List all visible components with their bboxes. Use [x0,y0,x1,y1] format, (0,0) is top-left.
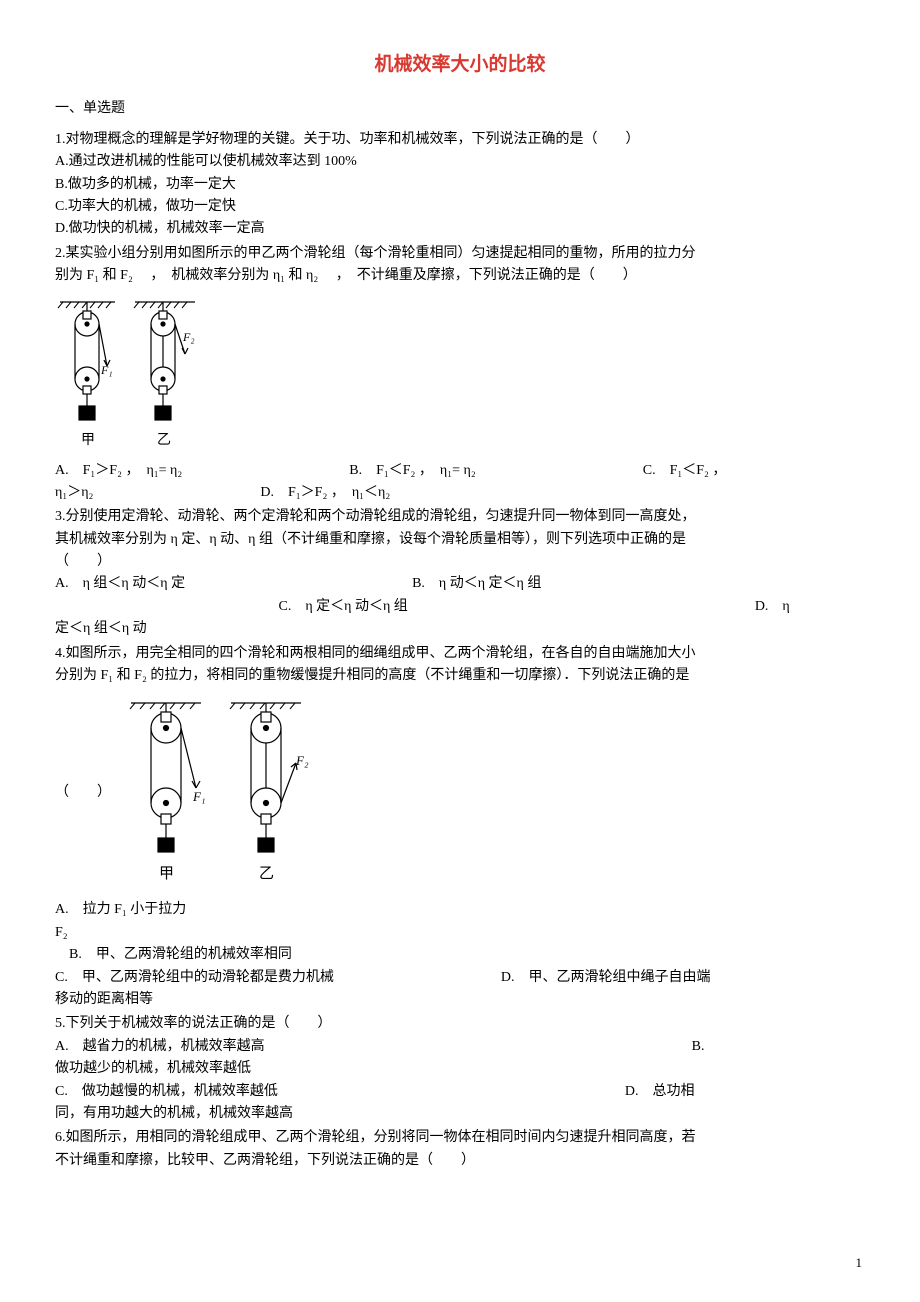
q2-opt-b: B. F₁＜F₂ ， η₁= η₂ [349,463,475,478]
q3-opt-d2: 定＜η 组＜η 动 [55,618,865,640]
q4-opt-b: B. 甲、乙两滑轮组的机械效率相同 [69,947,292,962]
page-number: 1 [856,1253,863,1274]
question-1: 1.对物理概念的理解是学好物理的关键。关于功、功率和机械效率，下列说法正确的是（… [55,129,865,241]
q5-opt-d2: 同，有用功越大的机械，机械效率越高 [55,1103,865,1125]
q4-figure: F₁ F₂ 甲 乙 [121,693,321,893]
q3-opt-b: B. η 动＜η 定＜η 组 [412,576,541,591]
q3-opt-d1: D. η [755,599,790,614]
page-title: 机械效率大小的比较 [55,50,865,80]
q5-stem: 5.下列关于机械效率的说法正确的是（ ） [55,1013,865,1035]
q4-right-label: 乙 [259,866,274,882]
q5-opt-a: A. 越省力的机械，机械效率越高 [55,1039,265,1054]
q2-figure: F₁ F₂ 甲 乙 [55,294,205,454]
q2-f2-label: F₂ [182,330,195,344]
q1-opt-d: D.做功快的机械，机械效率一定高 [55,218,865,240]
q3-opt-a: A. η 组＜η 动＜η 定 [55,576,185,591]
q1-stem: 1.对物理概念的理解是学好物理的关键。关于功、功率和机械效率，下列说法正确的是（… [55,129,865,151]
q4-stem-l3: （ ） [55,782,111,804]
q4-opt-a-l2: F₂ [55,922,865,944]
q4-stem-l2: 分别为 F₁ 和 F₂ 的拉力，将相同的重物缓慢提升相同的高度（不计绳重和一切摩… [55,665,865,687]
q2-f1-label: F₁ [100,363,113,377]
q2-left-label: 甲 [81,433,95,448]
q4-opt-d2: 移动的距离相等 [55,989,865,1011]
q5-opt-c: C. 做功越慢的机械，机械效率越低 [55,1084,278,1099]
q6-stem-l1: 6.如图所示，用相同的滑轮组成甲、乙两个滑轮组，分别将同一物体在相同时间内匀速提… [55,1127,865,1149]
q2-stem-l1: 2.某实验小组分别用如图所示的甲乙两个滑轮组（每个滑轮重相同）匀速提起相同的重物… [55,243,865,265]
q4-opt-d1: D. 甲、乙两滑轮组中绳子自由端 [501,970,711,985]
q3-stem-l1: 3.分别使用定滑轮、动滑轮、两个定滑轮和两个动滑轮组成的滑轮组，匀速提升同一物体… [55,506,865,528]
q4-left-label: 甲 [159,866,174,882]
question-5: 5.下列关于机械效率的说法正确的是（ ） A. 越省力的机械，机械效率越高 B.… [55,1013,865,1125]
q2-stem-l2: 别为 F₁ 和 F₂ ， 机械效率分别为 η₁ 和 η₂ ， 不计绳重及摩擦，下… [55,265,865,287]
q3-opt-c: C. η 定＜η 动＜η 组 [279,599,408,614]
q5-opt-b2: 做功越少的机械，机械效率越低 [55,1058,865,1080]
q2-opt-c2: η₁＞η₂ [55,485,93,500]
q2-opt-a: A. F₁＞F₂ ， η₁= η₂ [55,463,182,478]
q5-opt-d1: D. 总功相 [625,1084,695,1099]
q2-opt-c1: C. F₁＜F₂ ， [643,463,727,478]
q1-opt-c: C.功率大的机械，做功一定快 [55,196,865,218]
q1-opt-b: B.做功多的机械，功率一定大 [55,174,865,196]
section-heading: 一、单选题 [55,98,865,120]
q4-f2-label: F₂ [295,753,309,768]
q4-stem-l1: 4.如图所示，用完全相同的四个滑轮和两根相同的细绳组成甲、乙两个滑轮组，在各自的… [55,643,865,665]
q3-stem-l2: 其机械效率分别为 η 定、η 动、η 组（不计绳重和摩擦，设每个滑轮质量相等），… [55,529,865,551]
question-6: 6.如图所示，用相同的滑轮组成甲、乙两个滑轮组，分别将同一物体在相同时间内匀速提… [55,1127,865,1172]
question-3: 3.分别使用定滑轮、动滑轮、两个定滑轮和两个动滑轮组成的滑轮组，匀速提升同一物体… [55,506,865,640]
q5-opt-b1: B. [692,1039,705,1054]
q2-right-label: 乙 [157,432,171,448]
q4-opt-a-l1: A. 拉力 F₁ 小于拉力 [55,899,865,921]
q4-f1-label: F₁ [192,789,205,804]
q2-opt-d: D. F₁＞F₂ ， η₁＜η₂ [260,485,390,500]
q3-stem-l3: （ ） [55,551,865,573]
q4-opt-c: C. 甲、乙两滑轮组中的动滑轮都是费力机械 [55,970,334,985]
q1-opt-a: A.通过改进机械的性能可以使机械效率达到 100% [55,151,865,173]
q6-stem-l2: 不计绳重和摩擦，比较甲、乙两滑轮组，下列说法正确的是（ ） [55,1150,865,1172]
question-2: 2.某实验小组分别用如图所示的甲乙两个滑轮组（每个滑轮重相同）匀速提起相同的重物… [55,243,865,505]
question-4: 4.如图所示，用完全相同的四个滑轮和两根相同的细绳组成甲、乙两个滑轮组，在各自的… [55,643,865,1012]
